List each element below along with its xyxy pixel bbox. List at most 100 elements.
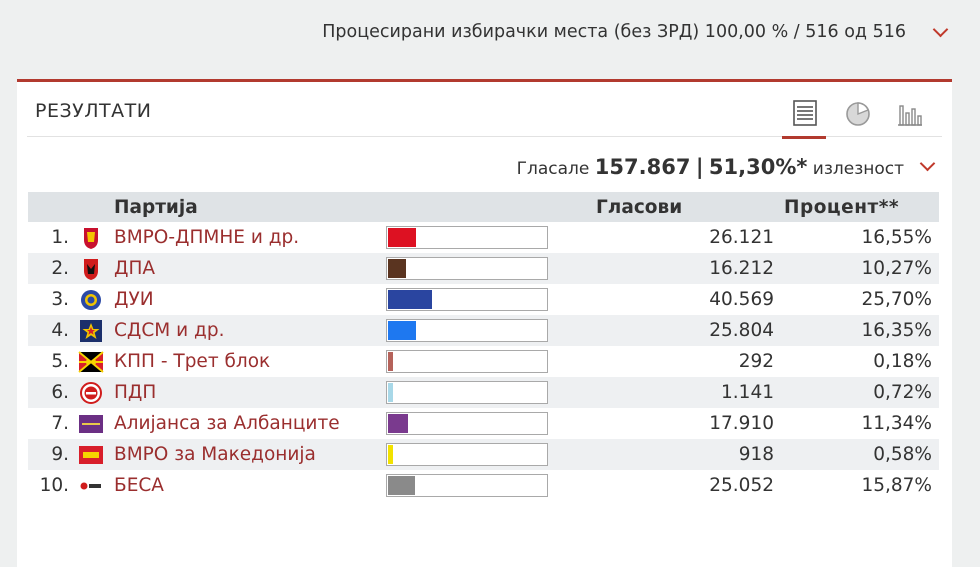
share-bar bbox=[386, 443, 548, 466]
row-number: 4. bbox=[28, 315, 78, 346]
party-name[interactable]: ВМРО за Македонија bbox=[112, 439, 386, 470]
party-name[interactable]: ДПА bbox=[112, 253, 386, 284]
party-name[interactable]: ДУИ bbox=[112, 284, 386, 315]
header-percent: Процент** bbox=[784, 192, 939, 222]
share-bar-fill bbox=[388, 476, 416, 495]
share-bar bbox=[386, 288, 548, 311]
pie-chart-view-icon[interactable] bbox=[834, 98, 878, 134]
turnout-suffix: излезност bbox=[812, 159, 904, 179]
share-bar-cell bbox=[386, 222, 596, 253]
chevron-down-icon[interactable] bbox=[919, 155, 936, 172]
chevron-down-icon[interactable] bbox=[932, 21, 949, 38]
share-bar-cell bbox=[386, 253, 596, 284]
view-switcher bbox=[782, 98, 942, 139]
share-bar bbox=[386, 350, 548, 373]
share-bar-fill bbox=[388, 290, 433, 309]
share-bar-fill bbox=[388, 321, 417, 340]
party-name[interactable]: КПП - Трет блок bbox=[112, 346, 386, 377]
party-logo-icon bbox=[78, 253, 112, 284]
row-number: 6. bbox=[28, 377, 78, 408]
votes-value: 25.804 bbox=[596, 315, 784, 346]
table-row[interactable]: 5. КПП - Трет блок 292 0,18% bbox=[28, 346, 939, 377]
percent-value: 25,70% bbox=[784, 284, 939, 315]
votes-value: 26.121 bbox=[596, 222, 784, 253]
turnout-percent-value: 51,30%* bbox=[708, 155, 808, 179]
share-bar-fill bbox=[388, 259, 406, 278]
votes-cast-value: 157.867 bbox=[594, 155, 691, 179]
share-bar bbox=[386, 319, 548, 342]
share-bar-fill bbox=[388, 414, 408, 433]
percent-value: 16,55% bbox=[784, 222, 939, 253]
votes-value: 40.569 bbox=[596, 284, 784, 315]
panel-title: РЕЗУЛТАТИ bbox=[35, 100, 152, 122]
share-bar bbox=[386, 412, 548, 435]
panel-header: РЕЗУЛТАТИ bbox=[27, 82, 942, 139]
header-votes: Гласови bbox=[596, 192, 784, 222]
share-bar-cell bbox=[386, 408, 596, 439]
table-row[interactable]: 1. ВМРО-ДПМНЕ и др. 26.121 16,55% bbox=[28, 222, 939, 253]
share-bar-cell bbox=[386, 315, 596, 346]
party-logo-icon bbox=[78, 284, 112, 315]
row-number: 9. bbox=[28, 439, 78, 470]
turnout-summary: Гласале 157.867 | 51,30%* излезност bbox=[517, 155, 904, 179]
party-logo-icon bbox=[78, 346, 112, 377]
percent-value: 0,58% bbox=[784, 439, 939, 470]
share-bar-fill bbox=[388, 352, 393, 371]
share-bar-cell bbox=[386, 284, 596, 315]
party-logo-icon bbox=[78, 377, 112, 408]
votes-value: 1.141 bbox=[596, 377, 784, 408]
table-row[interactable]: 9. ВМРО за Македонија 918 0,58% bbox=[28, 439, 939, 470]
share-bar-cell bbox=[386, 377, 596, 408]
share-bar bbox=[386, 257, 548, 280]
table-view-icon[interactable] bbox=[782, 98, 826, 139]
share-bar bbox=[386, 474, 548, 497]
table-row[interactable]: 10. БЕСА 25.052 15,87% bbox=[28, 470, 939, 501]
party-logo-icon bbox=[78, 439, 112, 470]
row-number: 2. bbox=[28, 253, 78, 284]
party-name[interactable]: БЕСА bbox=[112, 470, 386, 501]
table-row[interactable]: 4. СДСМ и др. 25.804 16,35% bbox=[28, 315, 939, 346]
share-bar-cell bbox=[386, 439, 596, 470]
percent-value: 16,35% bbox=[784, 315, 939, 346]
row-number: 7. bbox=[28, 408, 78, 439]
votes-value: 16.212 bbox=[596, 253, 784, 284]
table-row[interactable]: 2. ДПА 16.212 10,27% bbox=[28, 253, 939, 284]
party-name[interactable]: Алијанса за Албанците bbox=[112, 408, 386, 439]
party-logo-icon bbox=[78, 315, 112, 346]
row-number: 10. bbox=[28, 470, 78, 501]
top-bar: Процесирани избирачки места (без ЗРД) 10… bbox=[0, 0, 980, 70]
turnout-prefix: Гласале bbox=[516, 159, 590, 179]
party-name[interactable]: ПДП bbox=[112, 377, 386, 408]
votes-value: 17.910 bbox=[596, 408, 784, 439]
share-bar-fill bbox=[388, 228, 417, 247]
votes-value: 292 bbox=[596, 346, 784, 377]
table-row[interactable]: 7. Алијанса за Албанците 17.910 11,34% bbox=[28, 408, 939, 439]
party-logo-icon bbox=[78, 408, 112, 439]
percent-value: 0,72% bbox=[784, 377, 939, 408]
share-bar bbox=[386, 381, 548, 404]
results-panel: РЕЗУЛТАТИ bbox=[17, 79, 952, 567]
row-number: 1. bbox=[28, 222, 78, 253]
bar-chart-view-icon[interactable] bbox=[886, 98, 930, 134]
processed-stations-text: Процесирани избирачки места (без ЗРД) 10… bbox=[322, 22, 906, 42]
votes-value: 918 bbox=[596, 439, 784, 470]
percent-value: 15,87% bbox=[784, 470, 939, 501]
turnout-separator: | bbox=[695, 155, 704, 179]
row-number: 5. bbox=[28, 346, 78, 377]
table-header-row: Партија Гласови Процент** bbox=[28, 192, 939, 222]
row-number: 3. bbox=[28, 284, 78, 315]
party-logo-icon bbox=[78, 222, 112, 253]
table-row[interactable]: 6. ПДП 1.141 0,72% bbox=[28, 377, 939, 408]
share-bar-cell bbox=[386, 470, 596, 501]
percent-value: 11,34% bbox=[784, 408, 939, 439]
share-bar-fill bbox=[388, 445, 393, 464]
share-bar bbox=[386, 226, 548, 249]
results-table: Партија Гласови Процент** 1. ВМРО-ДПМНЕ и… bbox=[28, 192, 939, 501]
party-name[interactable]: СДСМ и др. bbox=[112, 315, 386, 346]
table-row[interactable]: 3. ДУИ 40.569 25,70% bbox=[28, 284, 939, 315]
share-bar-fill bbox=[388, 383, 393, 402]
percent-value: 10,27% bbox=[784, 253, 939, 284]
party-name[interactable]: ВМРО-ДПМНЕ и др. bbox=[112, 222, 386, 253]
votes-value: 25.052 bbox=[596, 470, 784, 501]
header-party: Партија bbox=[112, 192, 386, 222]
